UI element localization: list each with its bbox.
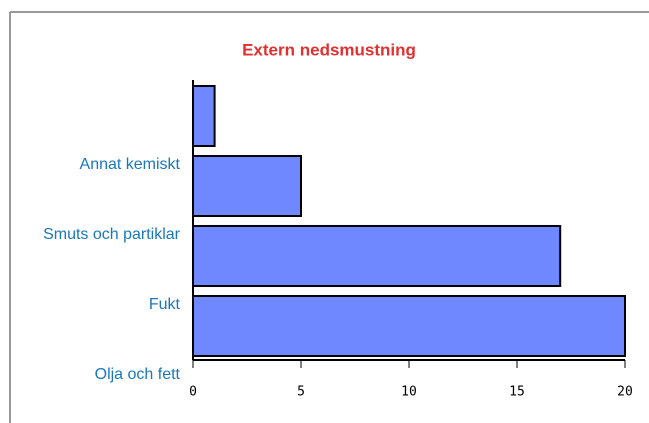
x-tick-label: 0 (189, 385, 197, 400)
bar (192, 225, 562, 287)
x-tick-label: 15 (509, 385, 525, 400)
chart-title: Extern nedsmustning (242, 40, 416, 59)
x-tick-label: 10 (401, 385, 417, 400)
bar (192, 85, 216, 147)
y-tick-label: Smuts och partiklar (43, 226, 181, 243)
bar (192, 295, 626, 357)
y-tick-label: Annat kemiskt (80, 156, 181, 173)
x-tick-label: 5 (297, 385, 305, 400)
y-tick-label: Olja och fett (95, 366, 181, 383)
x-tick-label: 20 (617, 385, 633, 400)
y-tick-label: Fukt (149, 296, 181, 313)
bar (192, 155, 302, 217)
